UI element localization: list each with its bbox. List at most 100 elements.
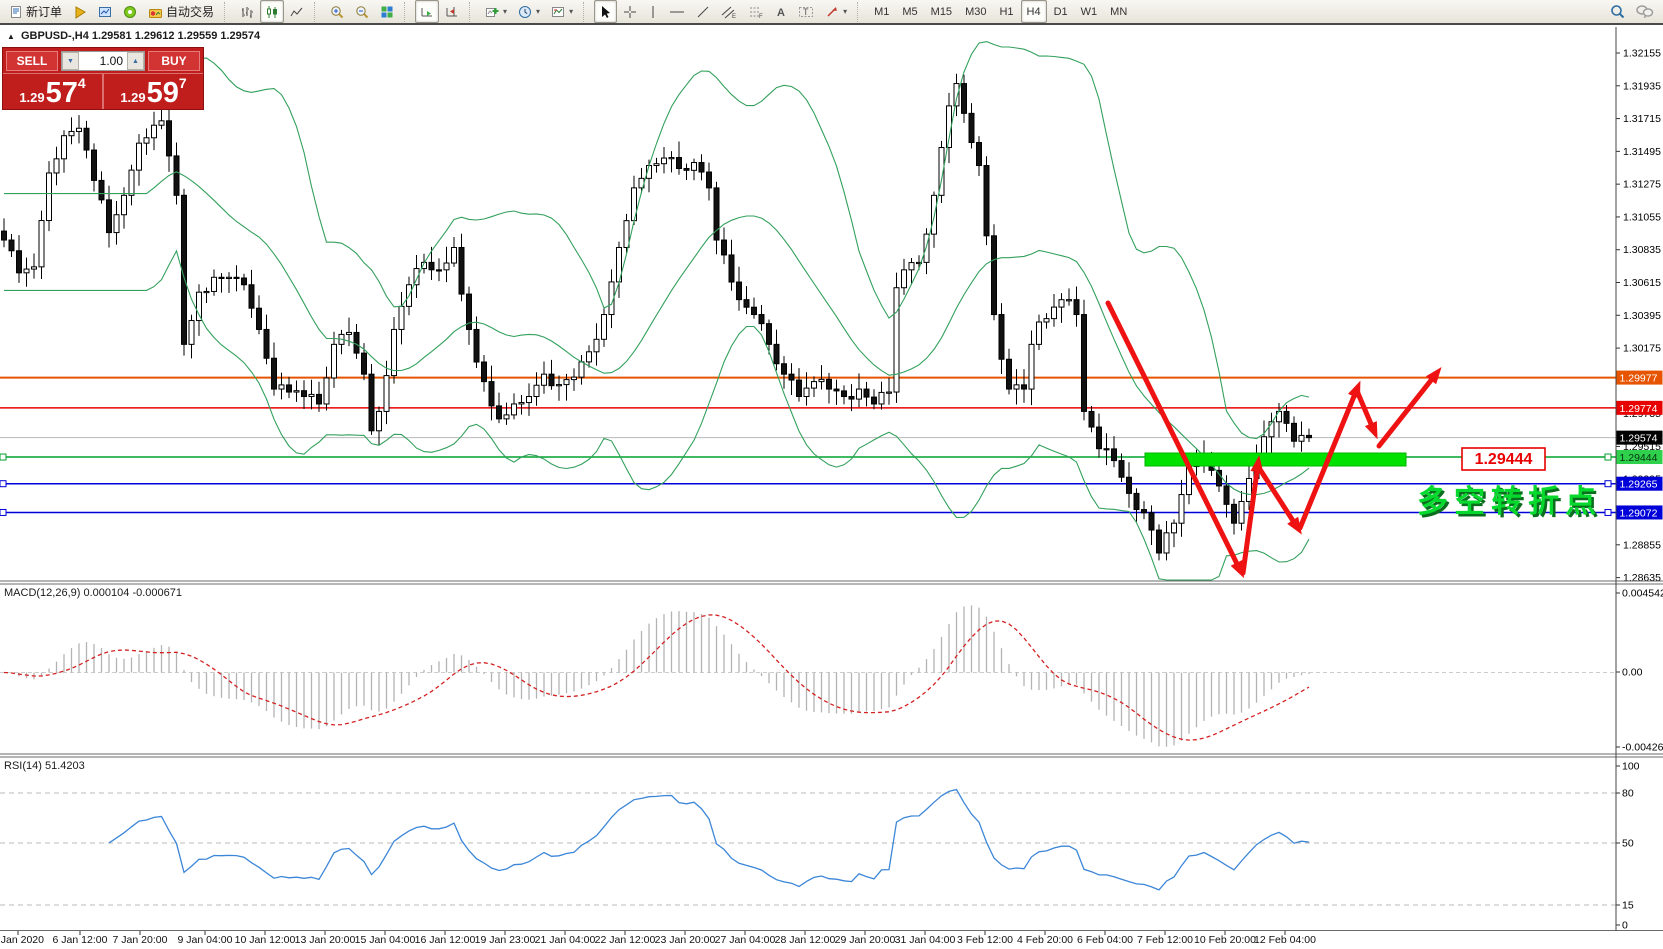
svg-text:1.30395: 1.30395: [1623, 310, 1661, 322]
zoom-out-button[interactable]: [350, 0, 374, 23]
community-button[interactable]: [118, 0, 142, 23]
timeframe-mn[interactable]: MN: [1110, 5, 1128, 18]
tile-windows-button[interactable]: [375, 0, 399, 23]
chart-shift-icon: [446, 6, 458, 16]
date-label: 12 Feb 04:00: [1254, 934, 1316, 946]
timeframe-h1[interactable]: H1: [999, 5, 1014, 18]
date-label: 4 Feb 20:00: [1017, 934, 1073, 946]
one-click-trading-panel: SELL ▼ 1.00 ▲ BUY 1.29 57 4 1.29 59 7: [2, 47, 204, 110]
channel-tool-button[interactable]: E: [716, 0, 742, 23]
svg-text:1.31495: 1.31495: [1623, 146, 1661, 158]
trend-arrow-line[interactable]: [1240, 465, 1260, 576]
line-handle[interactable]: [1604, 453, 1612, 461]
sell-price-big: 57: [45, 77, 78, 109]
support-zone-band[interactable]: [1144, 452, 1407, 467]
svg-text:1.29977: 1.29977: [1620, 373, 1658, 385]
line-chart-button[interactable]: [285, 0, 309, 23]
trend-arrow-line[interactable]: [1354, 388, 1375, 430]
auto-scroll-button[interactable]: [415, 0, 440, 23]
fibonacci-tool-button[interactable]: F: [743, 0, 769, 23]
svg-text:1.29072: 1.29072: [1620, 507, 1658, 519]
timeframe-m30[interactable]: M30: [965, 5, 987, 18]
sell-price[interactable]: 1.29 57 4: [3, 74, 104, 109]
rsi-label: RSI(14) 51.4203: [4, 760, 85, 772]
cursor-tool-button[interactable]: [594, 0, 618, 23]
periods-button[interactable]: ▾: [513, 0, 545, 23]
panel-separators: [0, 27, 1663, 931]
horizontal-lines-layer[interactable]: [0, 376, 1616, 514]
text-label-tool-button[interactable]: T: [793, 0, 819, 23]
timeframe-h4[interactable]: H4: [1020, 0, 1047, 23]
timeframe-m5[interactable]: M5: [902, 5, 918, 18]
templates-button[interactable]: ▾: [546, 0, 578, 23]
autotrade-icon: [149, 8, 163, 18]
chart-window-icon: [99, 6, 112, 17]
buy-button[interactable]: BUY: [148, 51, 200, 71]
text-tool-button[interactable]: A: [770, 0, 792, 23]
price-callout-text: 1.29444: [1475, 451, 1533, 468]
trendline-icon: [697, 6, 709, 17]
bar-chart-button[interactable]: [235, 0, 259, 23]
zoom-in-icon: [331, 5, 344, 18]
trendline-tool-button[interactable]: [691, 0, 715, 23]
toolbar-separator: [314, 1, 321, 22]
rsi-name: RSI(14): [4, 760, 42, 772]
macd-signal-value: -0.000671: [132, 587, 182, 599]
chart-shift-button[interactable]: [440, 0, 464, 23]
market-watch-button[interactable]: [93, 0, 117, 23]
line-handle[interactable]: [1604, 508, 1612, 516]
turning-point-text[interactable]: 多空转折点: [1417, 484, 1602, 519]
bollinger-bands: [4, 41, 1310, 581]
line-handle[interactable]: [0, 508, 7, 516]
svg-text:1.28855: 1.28855: [1623, 539, 1661, 551]
trend-arrow-line[interactable]: [1376, 374, 1437, 449]
indicators-button[interactable]: ▾: [480, 0, 512, 23]
trend-arrow-line[interactable]: [1105, 300, 1241, 569]
volume-decrease-button[interactable]: ▼: [62, 52, 79, 70]
trend-arrow-line[interactable]: [1297, 390, 1358, 531]
chat-button[interactable]: [1631, 0, 1659, 23]
candlestick-chart-button[interactable]: [260, 0, 285, 23]
trend-arrowhead: [1250, 455, 1264, 473]
template-icon: [552, 6, 565, 17]
date-label: 7 Feb 12:00: [1137, 934, 1193, 946]
price-chart-svg: 1.32155 1.31935 1.31715 1.31495 1.31275 1.310…: [0, 27, 1663, 946]
svg-text:50: 50: [1622, 838, 1634, 850]
date-label: 29 Jan 20:00: [835, 934, 896, 946]
search-button[interactable]: [1605, 0, 1630, 23]
horizontal-line-tool-button[interactable]: [664, 0, 690, 23]
rsi-line: [108, 788, 1310, 891]
zoom-in-button[interactable]: [325, 0, 349, 23]
svg-text:1.31055: 1.31055: [1623, 211, 1661, 223]
timeframe-m1[interactable]: M1: [874, 5, 890, 18]
arrows-tool-button[interactable]: ▾: [820, 0, 852, 23]
sell-button[interactable]: SELL: [6, 51, 58, 71]
line-handle[interactable]: [0, 453, 7, 461]
chart-area: 1.32155 1.31935 1.31715 1.31495 1.31275 1.310…: [0, 27, 1663, 949]
svg-text:80: 80: [1622, 788, 1634, 800]
trend-arrow-line[interactable]: [1258, 468, 1298, 527]
search-icon: [1611, 5, 1625, 19]
line-handle[interactable]: [1604, 480, 1612, 488]
svg-text:0: 0: [1622, 920, 1628, 932]
line-handle[interactable]: [0, 480, 7, 488]
new-order-button[interactable]: 新订单: [4, 0, 67, 23]
volume-increase-button[interactable]: ▲: [127, 52, 144, 70]
clock-icon: [519, 5, 532, 18]
timeframe-m15[interactable]: M15: [930, 5, 953, 18]
autotrade-button[interactable]: 自动交易: [143, 0, 219, 23]
strategy-tester-button[interactable]: [68, 0, 92, 23]
buy-price[interactable]: 1.29 59 7: [104, 74, 203, 109]
buy-price-big: 59: [146, 77, 179, 109]
timeframe-d1[interactable]: D1: [1053, 5, 1068, 18]
crosshair-tool-button[interactable]: [618, 0, 642, 23]
macd-panel: [0, 605, 1616, 747]
symbol-collapse-icon[interactable]: ▲: [7, 32, 15, 41]
timeframe-w1[interactable]: W1: [1080, 5, 1098, 18]
volume-value[interactable]: 1.00: [99, 54, 123, 68]
vertical-line-tool-button[interactable]: [643, 0, 663, 23]
price-callout-box[interactable]: [1461, 447, 1546, 471]
chat-icon: [1636, 5, 1654, 19]
